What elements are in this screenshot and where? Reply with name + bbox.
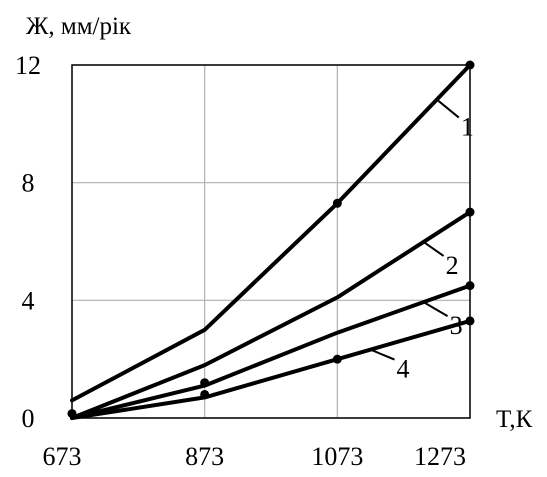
series-label-leader xyxy=(422,241,445,257)
series-line-4 xyxy=(70,318,472,420)
series-label-2: 2 xyxy=(446,251,459,280)
point-marker xyxy=(465,281,475,291)
point-markers xyxy=(67,60,475,419)
series-label-leader xyxy=(423,301,449,317)
y-tick-label: 0 xyxy=(22,404,35,433)
x-tick-label: 1273 xyxy=(414,442,466,471)
y-tick-label: 8 xyxy=(22,169,35,198)
series-label-leader xyxy=(370,348,395,361)
series-line-1 xyxy=(70,63,472,403)
point-marker xyxy=(332,198,342,208)
point-marker xyxy=(67,409,77,419)
x-tick-label: 673 xyxy=(43,442,82,471)
series-line-2 xyxy=(70,210,472,420)
series-label-3: 3 xyxy=(450,311,463,340)
point-marker xyxy=(200,378,210,388)
grid xyxy=(71,64,471,419)
series-line-3 xyxy=(70,283,472,420)
tick-labels: 0 4 8 12 673 873 1073 1273 xyxy=(15,51,466,471)
point-marker xyxy=(465,60,475,70)
point-marker xyxy=(465,316,475,326)
series-labels: 1 2 3 4 xyxy=(370,98,474,384)
point-marker xyxy=(200,389,210,399)
x-tick-label: 1073 xyxy=(311,442,363,471)
y-tick-label: 12 xyxy=(15,51,41,80)
y-tick-label: 4 xyxy=(22,286,35,315)
series-label-4: 4 xyxy=(397,355,410,384)
series-label-leader xyxy=(436,98,460,119)
point-marker xyxy=(465,207,475,217)
point-marker xyxy=(332,354,342,364)
series-lines xyxy=(70,63,472,420)
plot-frame xyxy=(71,64,471,419)
y-axis-title: Ж, мм/рік xyxy=(26,13,132,40)
x-axis-title: T,К xyxy=(496,406,533,433)
x-tick-label: 873 xyxy=(185,442,224,471)
series-label-1: 1 xyxy=(461,113,474,142)
